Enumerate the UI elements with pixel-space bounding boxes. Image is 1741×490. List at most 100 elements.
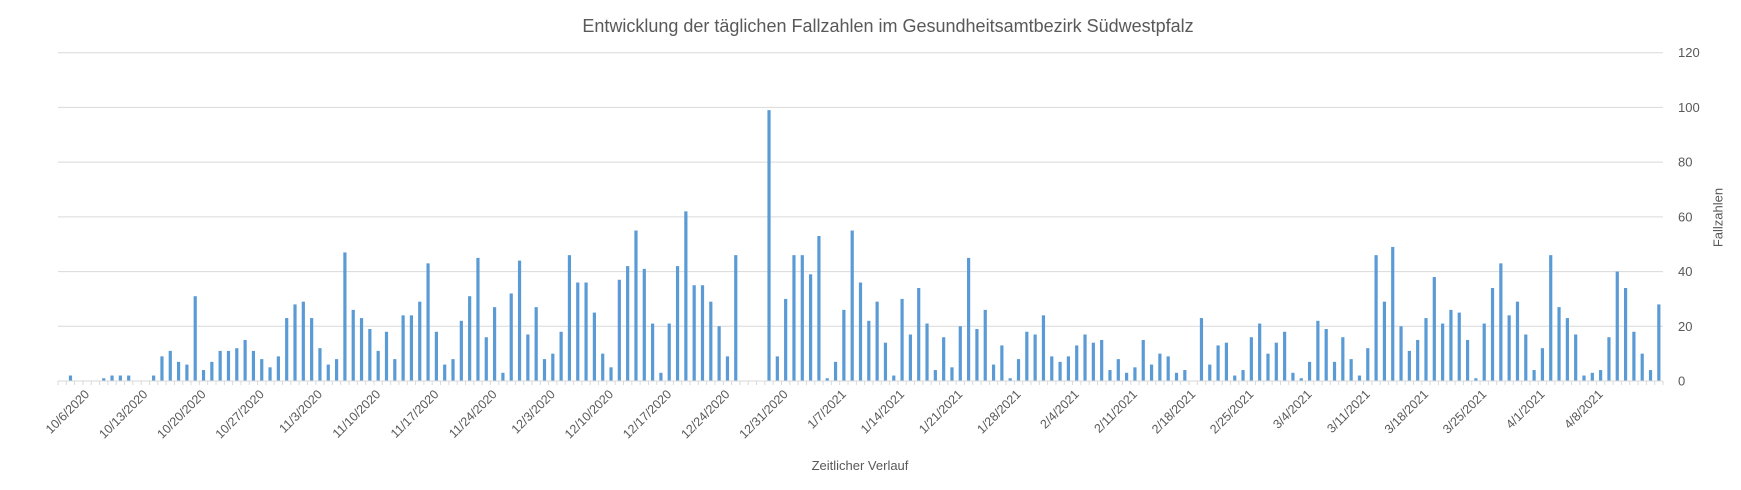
bar (534, 307, 538, 381)
bar (1283, 331, 1287, 381)
bar (684, 211, 688, 381)
bar (1008, 378, 1012, 381)
bar (1141, 339, 1145, 381)
chart-title: Entwicklung der täglichen Fallzahlen im … (582, 16, 1194, 36)
bar (1066, 356, 1071, 381)
x-tick-label: 12/17/2020 (620, 387, 674, 441)
bar (1515, 301, 1520, 381)
bar (1640, 353, 1644, 381)
x-tick-label: 12/31/2020 (737, 387, 791, 441)
bar (1025, 331, 1029, 381)
bar (501, 372, 505, 381)
bar (1108, 370, 1112, 381)
bar (1125, 372, 1129, 381)
bar (459, 320, 463, 381)
bar (700, 285, 705, 381)
bar (268, 367, 272, 381)
x-tick-label: 10/20/2020 (155, 387, 209, 441)
bar (1266, 353, 1270, 381)
bar (709, 301, 713, 381)
bar (243, 339, 247, 381)
bar (1299, 378, 1303, 381)
bar (1366, 348, 1370, 381)
bar (1648, 370, 1653, 381)
bar (775, 356, 779, 381)
bar (1615, 271, 1619, 381)
bar (825, 378, 829, 381)
x-tick-label: 3/18/2021 (1382, 387, 1431, 436)
bar (983, 309, 987, 381)
x-tick-label: 12/10/2020 (562, 387, 616, 441)
x-axis (57, 380, 1664, 385)
bar (1524, 334, 1528, 381)
bar (551, 353, 555, 381)
bar (650, 323, 655, 381)
x-tick-label: 2/25/2021 (1207, 387, 1256, 436)
bar (1357, 375, 1362, 381)
x-tick-label: 3/25/2021 (1440, 387, 1489, 436)
bars (68, 110, 1661, 381)
bar (110, 375, 114, 381)
bar (875, 301, 879, 381)
x-tick-label: 11/17/2020 (388, 387, 442, 441)
bar (1016, 359, 1021, 381)
y-axis-title: Fallzahlen (1710, 187, 1726, 248)
bar (1208, 364, 1212, 381)
bar (892, 375, 896, 381)
bar (576, 282, 580, 381)
bar (717, 326, 721, 381)
bar (1465, 339, 1470, 381)
bar (1449, 309, 1453, 381)
bar (1657, 304, 1661, 381)
bar (1233, 375, 1237, 381)
bar (1557, 307, 1561, 381)
bar (1457, 312, 1461, 381)
bar (1324, 329, 1328, 381)
bar (193, 296, 197, 381)
bar (343, 252, 347, 381)
bar (376, 350, 380, 381)
bar (867, 320, 871, 381)
bar (484, 337, 488, 381)
bar (1050, 356, 1054, 381)
x-tick-label: 4/8/2021 (1561, 387, 1605, 431)
bar (817, 236, 821, 381)
bar (1607, 337, 1611, 381)
bar (1174, 372, 1179, 381)
bar (626, 266, 630, 381)
bar (443, 364, 447, 381)
bar (592, 312, 596, 381)
x-tick-label: 10/13/2020 (96, 387, 150, 441)
bar (351, 309, 355, 381)
bar (601, 353, 605, 381)
bar (1199, 318, 1204, 381)
bar (842, 309, 846, 381)
bar (434, 331, 438, 381)
bar (567, 255, 572, 381)
bar (1033, 334, 1037, 381)
bar (1116, 359, 1120, 381)
bar (1000, 345, 1004, 381)
bar (393, 359, 397, 381)
bar (975, 329, 979, 381)
bar (1058, 361, 1062, 381)
bar (933, 370, 937, 381)
y-tick-label: 20 (1678, 319, 1692, 334)
bar (1216, 345, 1220, 381)
bar (293, 304, 297, 381)
bar (1424, 318, 1428, 381)
bar (276, 356, 280, 381)
bar (1623, 287, 1628, 381)
bar (784, 298, 788, 381)
bar (285, 318, 289, 381)
bar (734, 255, 738, 381)
y-axis-tick-labels: 0 20 40 60 80 100 120 (1678, 45, 1700, 388)
bar (160, 356, 164, 381)
bar (1507, 315, 1511, 381)
y-tick-label: 80 (1678, 155, 1692, 170)
bar (967, 257, 971, 381)
x-tick-label: 3/11/2021 (1324, 387, 1373, 436)
bar (1100, 339, 1104, 381)
bar (809, 274, 813, 381)
